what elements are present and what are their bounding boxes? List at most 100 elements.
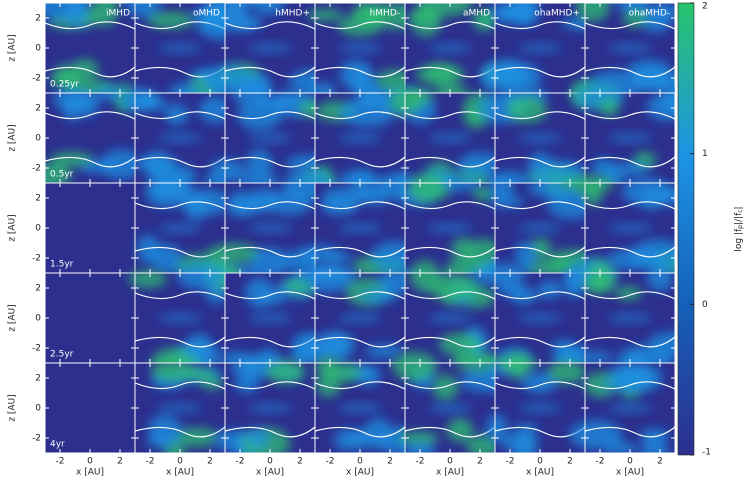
field-blob <box>147 11 194 29</box>
z-tick-label: -2 <box>32 344 41 354</box>
field-blob <box>599 99 620 117</box>
contour <box>134 291 226 348</box>
field-blob <box>466 238 501 267</box>
z-tick-label: 0 <box>35 134 41 144</box>
midplane-blob <box>518 223 562 233</box>
field-blob <box>524 259 580 277</box>
z-tick-label: -2 <box>32 254 41 264</box>
midplane-blob <box>338 43 382 53</box>
x-tick-label: 2 <box>477 457 483 467</box>
x-axis-label: x [AU] <box>616 468 644 478</box>
field-blobs <box>392 351 516 453</box>
midplane-blob <box>248 313 292 323</box>
x-axis-label: x [AU] <box>526 468 554 478</box>
field-blob <box>646 93 675 121</box>
midplane-blob <box>518 403 562 413</box>
field-blob <box>356 364 381 386</box>
x-axis-label: x [AU] <box>166 468 194 478</box>
field-blobs <box>315 356 420 453</box>
midplane-blob <box>158 43 202 53</box>
field-blob <box>398 431 440 445</box>
field-blob <box>614 286 642 301</box>
field-blob <box>561 351 615 364</box>
x-tick-label: 0 <box>357 457 363 467</box>
field-blob <box>148 177 174 196</box>
panel <box>209 79 339 190</box>
z-tick-label: -2 <box>32 74 41 84</box>
midplane-blob <box>338 133 382 143</box>
panel <box>571 81 675 188</box>
field-blob <box>333 428 364 451</box>
field-blob <box>650 3 675 21</box>
panel <box>134 359 226 453</box>
field-blob <box>537 280 562 299</box>
colorbar-label: log |fp|/|fc| <box>734 206 744 251</box>
field-blob <box>45 162 71 189</box>
field-blob <box>149 243 183 274</box>
panel <box>45 362 136 453</box>
z-tick-label: 2 <box>35 14 41 24</box>
field-blobs <box>146 359 224 453</box>
panel <box>45 3 136 103</box>
label-part: | <box>734 206 744 209</box>
panel <box>45 182 136 274</box>
panel <box>486 351 586 453</box>
x-tick-label: 0 <box>627 457 633 467</box>
field-blob <box>364 344 404 358</box>
row-label: 1.5yr <box>50 260 74 270</box>
midplane-blob <box>338 313 382 323</box>
x-axis-label: x [AU] <box>346 468 374 478</box>
field-blob <box>128 270 168 288</box>
x-tick-label: 2 <box>387 457 393 467</box>
field-blob <box>547 360 586 384</box>
z-tick-label: 2 <box>35 374 41 384</box>
field-blob <box>302 262 352 293</box>
z-tick-label: 2 <box>35 284 41 294</box>
field-blob <box>350 173 374 204</box>
field-blob <box>607 248 660 270</box>
field-blob <box>49 71 82 87</box>
contour <box>584 201 675 258</box>
field-blobs <box>209 79 339 190</box>
field-blob <box>446 417 474 443</box>
contour <box>314 21 406 78</box>
field-blob <box>148 414 182 446</box>
field-blob <box>486 59 528 91</box>
field-blobs <box>576 3 675 99</box>
midplane-blob <box>518 43 562 53</box>
field-blob <box>513 3 540 27</box>
field-blob <box>513 436 536 453</box>
field-blob <box>515 240 537 271</box>
colorbar-tick-label: 0 <box>702 300 708 310</box>
field-blob <box>164 103 189 126</box>
z-tick-label: -2 <box>32 434 41 444</box>
field-blob <box>602 377 651 391</box>
midplane-blob <box>158 403 202 413</box>
panel <box>488 173 598 277</box>
column-label: oMHD <box>193 9 220 19</box>
field-blob <box>486 414 508 443</box>
contour <box>584 111 675 168</box>
field-blob <box>51 151 93 167</box>
midplane-blob <box>608 43 652 53</box>
midplane-blob <box>248 403 292 413</box>
panel <box>134 173 232 280</box>
z-axis-label: z [AU] <box>8 304 18 331</box>
column-label: hMHD- <box>370 9 400 19</box>
contour <box>404 201 496 258</box>
x-tick-label: -2 <box>326 457 335 467</box>
z-axis-label: z [AU] <box>8 214 18 241</box>
field-blob <box>321 199 358 215</box>
x-tick-label: -2 <box>236 457 245 467</box>
field-blob <box>246 149 273 178</box>
colorbar-tick-label: 2 <box>702 2 708 12</box>
contour <box>584 381 675 438</box>
field-blob <box>427 273 481 301</box>
field-blob <box>325 251 351 264</box>
field-blobs <box>45 82 142 189</box>
field-blob <box>506 95 548 123</box>
x-tick-label: 0 <box>87 457 93 467</box>
x-tick-label: -2 <box>56 457 65 467</box>
field-blob <box>514 423 538 437</box>
